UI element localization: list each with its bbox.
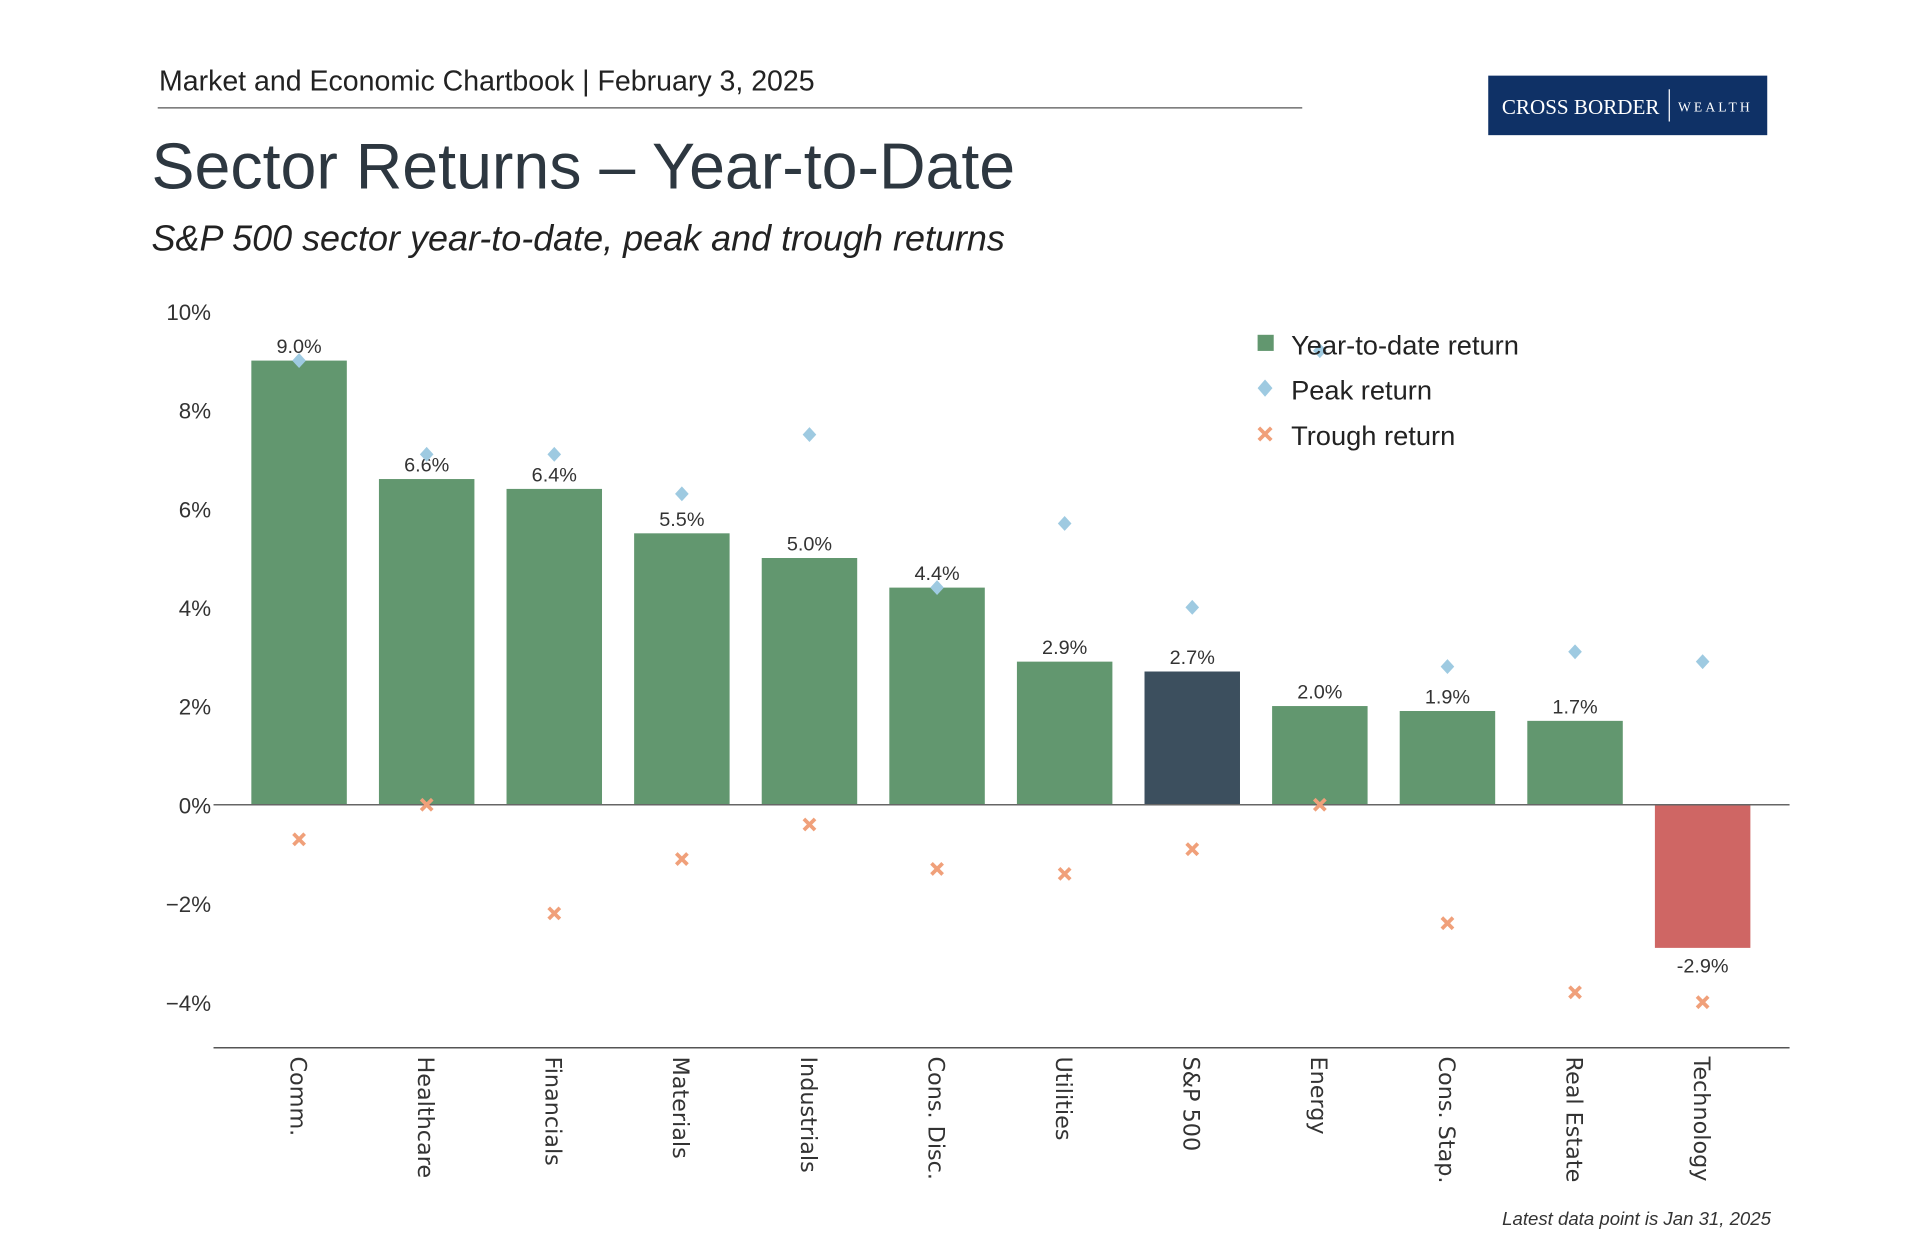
trough-marker xyxy=(930,862,944,876)
peak-marker xyxy=(547,446,562,462)
y-tick-label: 2% xyxy=(179,695,211,720)
logo: CROSS BORDER WEALTH xyxy=(1488,75,1768,136)
data-label: 1.7% xyxy=(1552,696,1597,718)
x-tick-label: Healthcare xyxy=(412,1056,438,1178)
chart-subtitle: S&P 500 sector year-to-date, peak and tr… xyxy=(152,217,1005,258)
data-label: 4.4% xyxy=(914,563,959,585)
x-tick-label: S&P 500 xyxy=(1178,1056,1204,1151)
y-tick-label: 6% xyxy=(179,497,211,522)
bars xyxy=(251,360,1751,948)
trough-marker xyxy=(292,832,306,847)
x-tick-label: Materials xyxy=(667,1056,693,1158)
y-axis: 10% 8% 6% 4% 2% 0% −2% −4% xyxy=(166,300,211,1016)
trough-marker xyxy=(1057,866,1072,881)
chartbook-header: Market and Economic Chartbook | February… xyxy=(159,66,815,98)
data-label: 1.9% xyxy=(1425,687,1470,709)
data-label: 6.4% xyxy=(532,464,577,486)
peak-marker xyxy=(292,353,306,369)
bar xyxy=(1654,804,1751,948)
peak-marker xyxy=(675,486,689,502)
legend-label-peak: Peak return xyxy=(1291,374,1432,405)
data-label: 2.7% xyxy=(1170,647,1215,669)
logo-text-left: CROSS BORDER xyxy=(1502,95,1660,119)
trough-marker xyxy=(674,852,689,866)
x-tick-label: Real Estate xyxy=(1560,1056,1586,1182)
y-tick-label: 0% xyxy=(179,793,211,818)
peak-markers xyxy=(292,343,1710,675)
bar xyxy=(1016,661,1113,805)
peak-marker xyxy=(1313,343,1327,359)
bar xyxy=(761,558,858,805)
trough-marker xyxy=(547,906,562,921)
bar xyxy=(1272,706,1368,805)
bar xyxy=(1527,720,1623,805)
bar xyxy=(634,533,730,805)
x-tick-label: Energy xyxy=(1305,1056,1331,1134)
data-label: 9.0% xyxy=(276,336,321,358)
peak-marker xyxy=(930,580,944,596)
data-label: -2.9% xyxy=(1677,956,1729,978)
legend: Year-to-date return Peak return Trough r… xyxy=(1257,330,1519,451)
data-label: 2.0% xyxy=(1297,682,1342,704)
x-tick-label: Industrials xyxy=(795,1056,821,1172)
data-label: 5.5% xyxy=(659,509,704,531)
x-tick-label: Cons. Disc. xyxy=(922,1056,948,1180)
peak-marker xyxy=(1695,654,1710,670)
trough-marker xyxy=(1568,985,1582,1000)
bar-labels: 9.0% 6.6% 6.4% 5.5% 5.0% 4.4% 2.9% 2.7% 2.0% 1.9%… xyxy=(276,336,1728,978)
legend-label-ytd: Year-to-date return xyxy=(1291,330,1519,361)
trough-marker xyxy=(419,797,434,812)
x-tick-label: Technology xyxy=(1688,1055,1714,1181)
bar xyxy=(1399,710,1496,805)
x-tick-label: Comm. xyxy=(284,1056,310,1136)
trough-markers xyxy=(292,797,1710,1010)
x-tick-label: Financials xyxy=(540,1056,566,1165)
peak-marker xyxy=(1568,644,1582,660)
trough-marker xyxy=(1440,916,1455,931)
peak-marker xyxy=(1057,516,1072,531)
y-tick-label: 10% xyxy=(166,300,211,325)
peak-marker xyxy=(1185,599,1200,615)
peak-marker xyxy=(1440,659,1455,675)
legend-swatch-peak xyxy=(1257,379,1273,397)
peak-marker xyxy=(419,446,434,462)
bar xyxy=(378,479,475,805)
bar xyxy=(889,587,985,805)
data-label: 5.0% xyxy=(787,534,832,556)
legend-swatch-trough xyxy=(1257,426,1273,442)
y-tick-label: 8% xyxy=(179,399,211,424)
trough-marker xyxy=(1695,995,1710,1010)
legend-swatch-ytd xyxy=(1257,334,1274,351)
peak-marker xyxy=(802,427,817,443)
data-label: 6.6% xyxy=(404,455,449,477)
x-tick-label: Cons. Stap. xyxy=(1433,1056,1459,1183)
y-tick-label: −2% xyxy=(166,892,211,917)
trough-marker xyxy=(1312,797,1327,812)
trough-marker xyxy=(802,817,817,832)
footer-note: Latest data point is Jan 31, 2025 xyxy=(1502,1208,1771,1229)
logo-text-right: WEALTH xyxy=(1678,100,1753,115)
chart-title: Sector Returns – Year-to-Date xyxy=(152,130,1016,202)
y-tick-label: −4% xyxy=(166,991,211,1016)
legend-label-trough: Trough return xyxy=(1291,420,1455,451)
bar xyxy=(251,360,347,805)
data-label: 2.9% xyxy=(1042,637,1087,659)
x-axis-labels: Comm. Healthcare Financials Materials Indust… xyxy=(284,1055,1714,1183)
bar xyxy=(506,488,603,805)
bar xyxy=(1144,671,1240,805)
trough-marker xyxy=(1185,842,1200,857)
x-tick-label: Utilities xyxy=(1050,1056,1076,1140)
y-tick-label: 4% xyxy=(179,596,211,621)
